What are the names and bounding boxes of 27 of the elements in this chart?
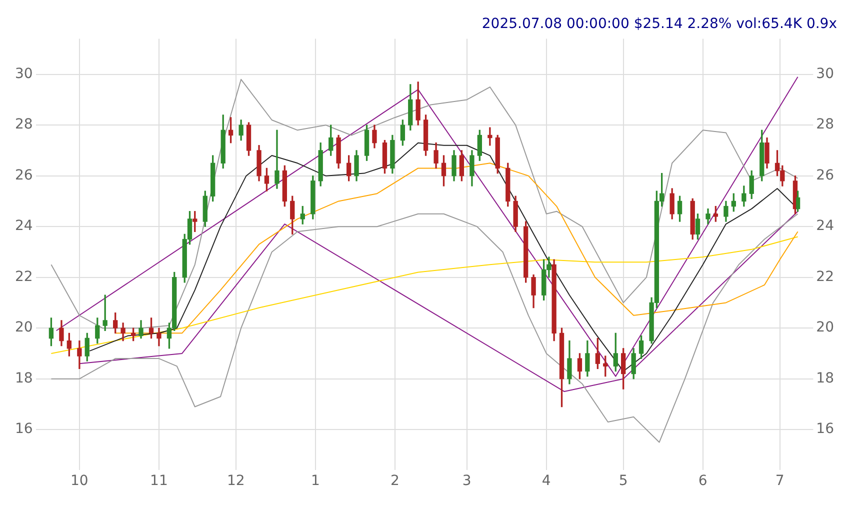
y-tick-label: 20 — [14, 320, 33, 336]
x-tick-label: 6 — [698, 473, 708, 490]
y2-tick-label: 18 — [816, 370, 834, 386]
y2-tick-label: 24 — [816, 218, 834, 234]
y2-tick-label: 26 — [816, 167, 834, 184]
x-tick-label: 5 — [618, 473, 628, 490]
x-tick-label: 11 — [150, 473, 168, 490]
x-tick-label: 2 — [390, 473, 400, 490]
x-tick-label: 1 — [311, 473, 320, 490]
y-tick-label: 18 — [14, 370, 33, 386]
x-tick-label: 7 — [775, 473, 784, 490]
y2-tick-label: 22 — [816, 268, 834, 285]
y-tick-label: 30 — [14, 66, 33, 82]
x-tick-label: 10 — [70, 473, 88, 490]
y-tick-label: 26 — [14, 167, 33, 184]
x-tick-label: 4 — [542, 473, 551, 490]
x-tick-label: 3 — [462, 473, 472, 490]
y-tick-label: 28 — [14, 116, 33, 133]
y2-tick-label: 20 — [816, 320, 834, 336]
y-tick-label: 24 — [14, 218, 33, 234]
y2-tick-label: 28 — [816, 116, 834, 133]
chart-title: 2025.07.08 00:00:00 $25.14 2.28% vol:65.4K 0.9x — [482, 16, 837, 32]
y2-tick-label: 30 — [816, 66, 834, 82]
y-tick-label: 22 — [14, 268, 33, 285]
x-tick-label: 12 — [227, 473, 245, 490]
y-tick-label: 16 — [14, 421, 33, 438]
y2-tick-label: 16 — [816, 421, 834, 438]
